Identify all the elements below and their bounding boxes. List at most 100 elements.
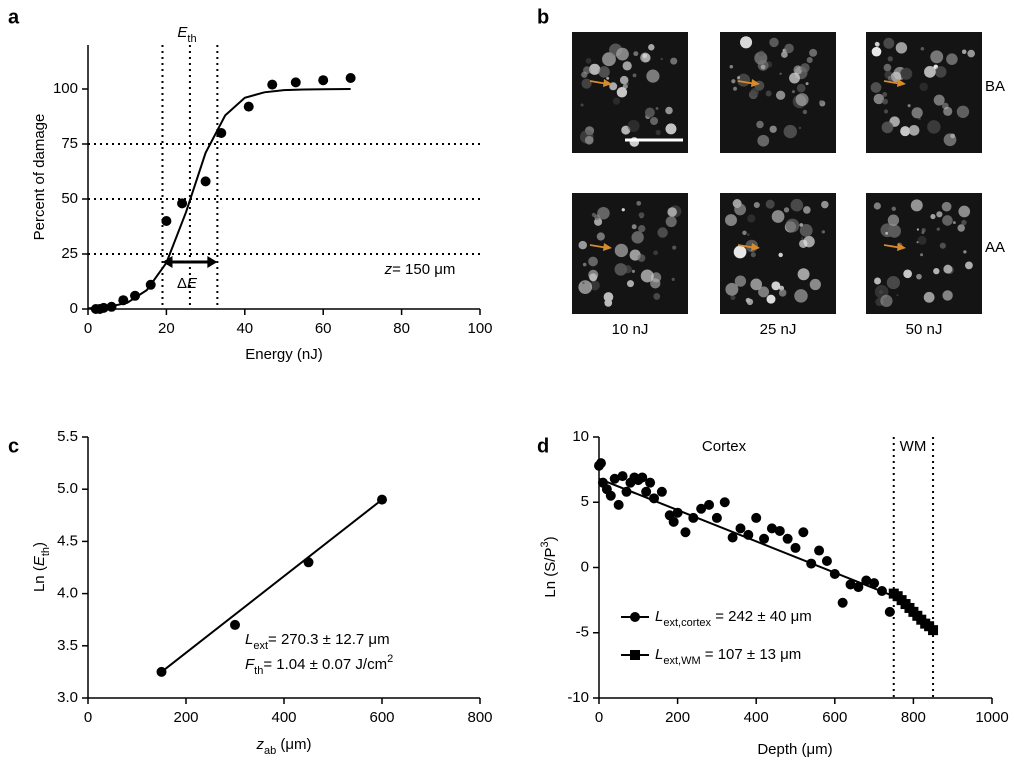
x-tick-label: 1000 [975,709,1008,726]
text-part: th [40,547,52,556]
cell-blob [671,277,675,281]
cell-blob [734,203,747,216]
cell-blob [758,50,765,57]
point [267,79,278,90]
x-tick-label: 40 [236,320,253,337]
text-part: th [254,665,263,677]
cell-blob [578,280,593,294]
cell-blob [750,87,759,97]
cell-blob [936,227,940,231]
y-axis-label: Ln (Eth) [31,542,52,592]
cell-blob [917,235,927,245]
cell-blob [739,36,753,49]
text-part: 3 [539,541,551,547]
annotation: Cortex [702,438,747,455]
cell-blob [798,126,802,130]
cell-blob [632,73,637,78]
cell-blob [588,256,598,267]
text-part: = 107 ± 13 μm [701,646,802,663]
text-part: L [245,631,253,648]
panel-letter: b [537,6,549,28]
micrograph [572,193,688,314]
y-tick-label: 4.5 [57,532,78,549]
cell-blob [636,200,642,206]
x-tick-label: 400 [271,709,296,726]
text-part: Ln (S/P [542,548,559,598]
x-tick-label: 200 [173,709,198,726]
cell-blob [640,269,654,283]
cell-blob [598,66,610,78]
x-tick-label: 80 [393,320,410,337]
y-tick-label: -10 [567,689,589,706]
cell-blob [640,52,651,63]
cell-blob [916,273,922,280]
cell-blob [778,289,787,297]
cell-blob [750,278,763,291]
cell-blob [870,82,882,93]
cell-blob [631,269,635,273]
cell-blob [933,267,940,275]
cell-blob [891,206,896,211]
cell-blob [650,117,659,126]
cell-blob [637,254,646,262]
point [318,75,329,86]
cell-blob [626,280,634,288]
micrograph [572,32,688,153]
cell-blob [799,239,808,249]
annotation: Fth= 1.04 ± 0.07 J/cm2 [245,653,393,677]
x-axis-label: zab (μm) [255,736,311,757]
text-part: z [255,736,264,753]
cell-blob [903,269,912,279]
cell-blob [921,228,926,233]
cell-blob [769,37,779,48]
text-part: 2 [387,653,393,665]
text-part: = 150 μm [392,261,455,278]
cell-blob [802,109,808,115]
cell-blob [771,281,781,291]
cell-blob [657,227,668,238]
y-tick-label: 0 [581,558,589,575]
cell-blob [880,294,893,308]
cell-blob [730,295,736,301]
cell-blob [660,57,663,61]
point [290,77,301,88]
cell-blob [638,225,646,233]
cell-blob [775,90,786,100]
cell-blob [916,228,920,231]
point [837,597,848,608]
cell-blob [742,230,747,236]
cell-blob [640,216,643,219]
cell-blob [942,215,953,226]
cell-blob [778,252,783,258]
cell-blob [961,219,967,226]
point [711,512,722,523]
x-tick-label: 600 [369,709,394,726]
micrograph [720,32,836,153]
cell-blob [758,286,770,298]
annotation: Eth [177,24,196,45]
text-part: (μm) [276,736,311,753]
cell-blob [580,103,584,107]
point [345,73,356,83]
cell-blob [584,135,594,145]
cell-blob [785,218,800,233]
text-part: Cortex [702,438,747,455]
panel-letter: c [8,435,19,457]
text-part: WM [900,438,927,455]
point [216,128,227,138]
pointer-arrow-head [751,243,760,251]
cell-blob [760,64,766,70]
text-part: L [655,608,663,625]
x-tick-label: 0 [595,709,603,726]
point [861,575,872,586]
cell-blob [963,250,967,254]
cell-blob [882,92,888,97]
cell-blob [875,41,880,47]
y-tick-label: 0 [70,300,78,317]
cell-blob [930,214,936,220]
cell-blob [638,212,645,218]
cell-blob [941,201,952,212]
cell-blob [927,120,941,134]
cell-blob [631,224,637,230]
